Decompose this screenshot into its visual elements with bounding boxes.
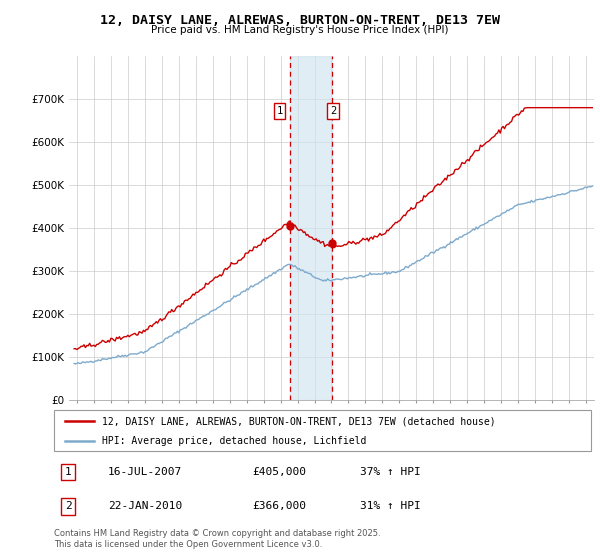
Text: 2: 2 <box>330 106 337 116</box>
Text: Price paid vs. HM Land Registry's House Price Index (HPI): Price paid vs. HM Land Registry's House … <box>151 25 449 35</box>
Text: HPI: Average price, detached house, Lichfield: HPI: Average price, detached house, Lich… <box>103 436 367 446</box>
Text: 1: 1 <box>65 467 71 477</box>
Text: £366,000: £366,000 <box>253 501 307 511</box>
Bar <box>290 56 332 400</box>
Text: 12, DAISY LANE, ALREWAS, BURTON-ON-TRENT, DE13 7EW: 12, DAISY LANE, ALREWAS, BURTON-ON-TRENT… <box>100 14 500 27</box>
Text: 2: 2 <box>65 501 71 511</box>
Text: 37% ↑ HPI: 37% ↑ HPI <box>360 467 421 477</box>
Text: Contains HM Land Registry data © Crown copyright and database right 2025.
This d: Contains HM Land Registry data © Crown c… <box>54 529 380 549</box>
Text: 1: 1 <box>277 106 283 116</box>
Text: 22-JAN-2010: 22-JAN-2010 <box>108 501 182 511</box>
Text: 31% ↑ HPI: 31% ↑ HPI <box>360 501 421 511</box>
Text: 16-JUL-2007: 16-JUL-2007 <box>108 467 182 477</box>
FancyBboxPatch shape <box>54 410 591 451</box>
Text: £405,000: £405,000 <box>253 467 307 477</box>
Text: 12, DAISY LANE, ALREWAS, BURTON-ON-TRENT, DE13 7EW (detached house): 12, DAISY LANE, ALREWAS, BURTON-ON-TRENT… <box>103 417 496 426</box>
